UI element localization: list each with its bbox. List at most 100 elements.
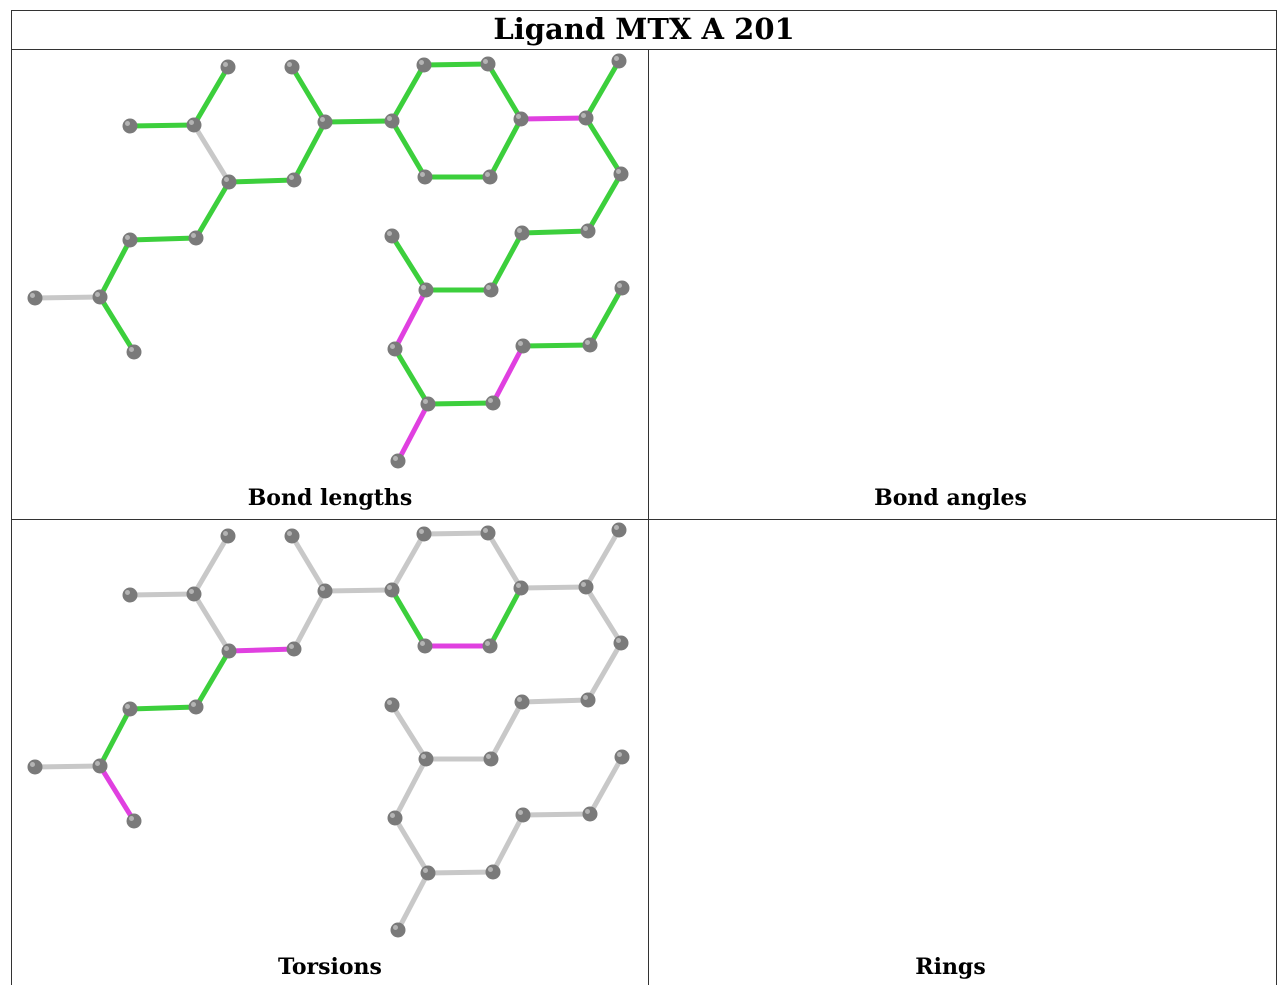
atom-highlight xyxy=(129,347,134,352)
atom-highlight xyxy=(585,340,590,345)
bond-28 xyxy=(425,400,496,407)
bond-18 xyxy=(518,115,589,122)
bond-12 xyxy=(389,531,427,593)
bond-30 xyxy=(520,811,593,818)
atom-highlight xyxy=(393,456,398,461)
atom-17 xyxy=(417,638,433,654)
atom-29 xyxy=(515,338,531,354)
bond-2 xyxy=(191,122,232,185)
atom-highlight xyxy=(485,641,490,646)
bond-10 xyxy=(289,533,328,594)
atom-1 xyxy=(122,118,138,134)
atom-22 xyxy=(514,694,530,710)
atom-highlight xyxy=(224,646,229,651)
molecule-bond-lengths xyxy=(27,53,630,469)
atom-highlight xyxy=(517,228,522,233)
atom-31 xyxy=(614,749,630,765)
row-divider xyxy=(11,519,1277,520)
molecule-rings xyxy=(649,520,1276,985)
atom-14 xyxy=(480,525,496,541)
bond-13 xyxy=(421,61,491,68)
atom-highlight xyxy=(516,114,521,119)
atom-24 xyxy=(418,751,434,767)
atom-highlight xyxy=(320,117,325,122)
atom-29 xyxy=(515,807,531,823)
atom-highlight xyxy=(189,589,194,594)
bond-26 xyxy=(392,756,429,821)
atom-highlight xyxy=(387,585,392,590)
atom-highlight xyxy=(287,531,292,536)
bond-8 xyxy=(226,177,297,185)
atom-12 xyxy=(384,113,400,129)
atom-7 xyxy=(188,230,204,246)
bond-11 xyxy=(322,587,395,594)
atom-highlight xyxy=(129,816,134,821)
atom-highlight xyxy=(95,761,100,766)
bond-3 xyxy=(32,294,103,301)
bond-11 xyxy=(322,118,395,125)
atom-highlight xyxy=(191,702,196,707)
bond-10 xyxy=(289,64,328,125)
atom-highlight xyxy=(617,752,622,757)
atom-highlight xyxy=(488,398,493,403)
atom-23 xyxy=(483,282,499,298)
atom-highlight xyxy=(289,644,294,649)
atom-16 xyxy=(482,169,498,185)
bond-21 xyxy=(585,171,624,234)
atom-6 xyxy=(122,232,138,248)
atom-25 xyxy=(384,697,400,713)
atom-2 xyxy=(186,117,202,133)
atom-13 xyxy=(416,526,432,542)
bond-23 xyxy=(488,699,525,762)
atom-highlight xyxy=(617,283,622,288)
bond-6 xyxy=(127,235,199,243)
atom-13 xyxy=(416,57,432,73)
panel-caption: Bond angles xyxy=(874,485,1027,511)
atom-highlight xyxy=(125,235,130,240)
atom-27 xyxy=(420,865,436,881)
atom-32 xyxy=(390,922,406,938)
atom-28 xyxy=(485,864,501,880)
atom-highlight xyxy=(223,531,228,536)
atom-highlight xyxy=(420,172,425,177)
atom-3 xyxy=(27,290,43,306)
atom-highlight xyxy=(419,529,424,534)
bond-22 xyxy=(519,697,591,705)
atom-highlight xyxy=(390,344,395,349)
atom-highlight xyxy=(483,59,488,64)
atom-highlight xyxy=(390,813,395,818)
atom-highlight xyxy=(518,341,523,346)
atom-0 xyxy=(220,528,236,544)
bond-29 xyxy=(490,343,526,406)
atom-highlight xyxy=(223,62,228,67)
bond-17 xyxy=(389,587,428,649)
atom-5 xyxy=(126,344,142,360)
atom-highlight xyxy=(614,56,619,61)
atom-27 xyxy=(420,396,436,412)
atom-21 xyxy=(580,692,596,708)
bond-20 xyxy=(583,115,624,177)
atom-highlight xyxy=(518,810,523,815)
atom-23 xyxy=(483,751,499,767)
atom-24 xyxy=(418,282,434,298)
atom-2 xyxy=(186,586,202,602)
atom-9 xyxy=(286,172,302,188)
atom-4 xyxy=(92,289,108,305)
atom-highlight xyxy=(517,697,522,702)
bond-3 xyxy=(32,763,103,770)
atom-14 xyxy=(480,56,496,72)
atom-31 xyxy=(614,280,630,296)
atom-highlight xyxy=(616,638,621,643)
atom-highlight xyxy=(421,285,426,290)
atom-1 xyxy=(122,587,138,603)
bond-19 xyxy=(583,58,622,121)
atom-32 xyxy=(390,453,406,469)
bond-20 xyxy=(583,584,624,646)
atom-18 xyxy=(578,110,594,126)
atom-22 xyxy=(514,225,530,241)
atom-highlight xyxy=(30,762,35,767)
bond-19 xyxy=(583,527,622,590)
atom-10 xyxy=(317,583,333,599)
bond-27 xyxy=(392,346,431,407)
atom-highlight xyxy=(581,582,586,587)
